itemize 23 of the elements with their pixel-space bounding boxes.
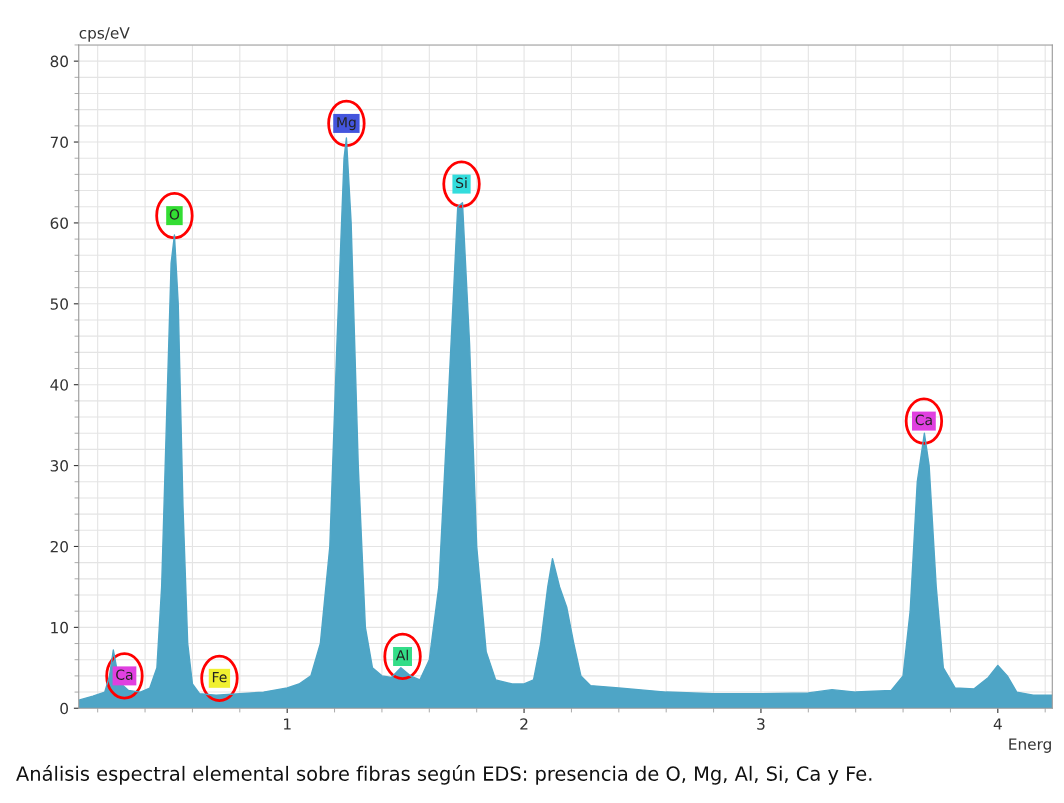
text: Análisis espectral elemental sobre fibras según EDS: presencia de O, Mg, Al, Si, Ca y Fe. — [16, 765, 872, 785]
y-tick-label: 50 — [50, 298, 68, 310]
x-tick-label: 2 — [520, 718, 528, 730]
y-tick-label: 60 — [50, 217, 68, 229]
y-tick-label: 70 — [50, 136, 68, 149]
annotation: O — [169, 209, 180, 220]
annotation: Fe — [212, 672, 227, 683]
y-tick-label: 30 — [50, 460, 68, 472]
y-tick-label: 10 — [51, 621, 68, 634]
x-tick-label: 4 — [993, 718, 1002, 730]
x-tick-label: 1 — [284, 718, 291, 730]
annotation: Si — [456, 177, 467, 189]
annotation: Ca — [915, 414, 932, 426]
annotation: Mg — [337, 117, 356, 131]
y-tick-label: 20 — [50, 540, 68, 553]
y-tick-label: 0 — [60, 702, 68, 715]
x-tick-label: 3 — [757, 718, 765, 730]
y-tick-label: 40 — [50, 379, 68, 391]
y-axis-title: cps/eV — [79, 27, 130, 42]
annotation: Al — [395, 649, 408, 661]
x-axis-title: Energ — [1009, 738, 1051, 753]
annotation: Ca — [116, 669, 133, 680]
y-tick-label: 80 — [50, 55, 68, 68]
